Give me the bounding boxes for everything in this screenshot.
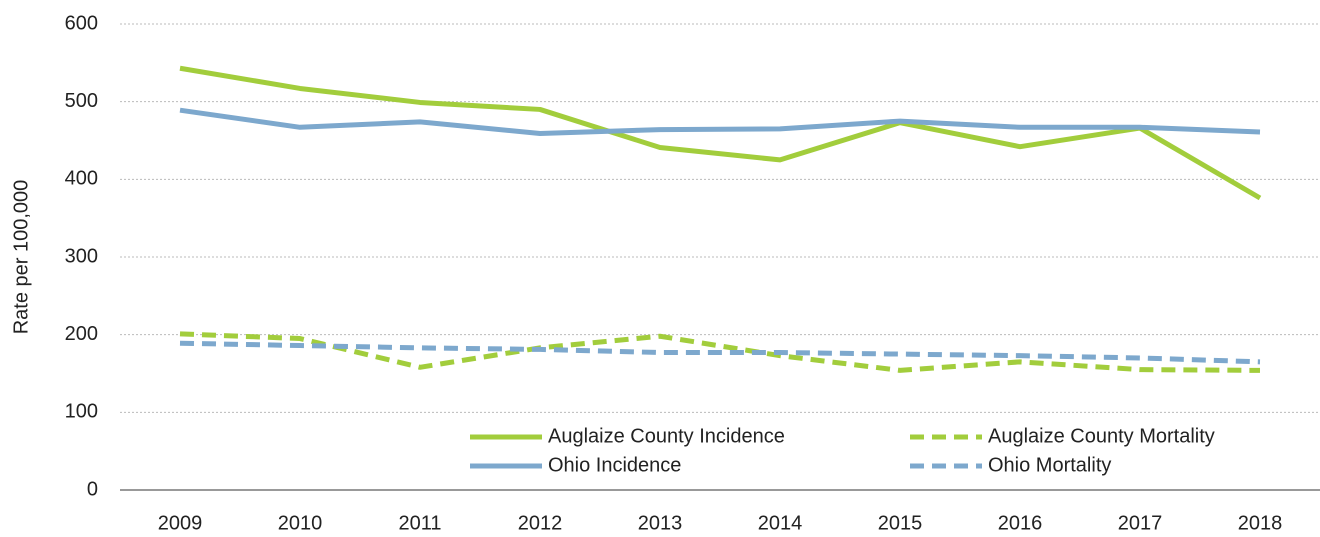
x-tick-label: 2018 bbox=[1238, 512, 1283, 534]
x-tick-label: 2015 bbox=[878, 512, 923, 534]
data-line bbox=[179, 331, 1261, 373]
x-tick-label: 2016 bbox=[998, 512, 1043, 534]
legend-label: Auglaize County Mortality bbox=[988, 425, 1215, 447]
y-tick-label: 600 bbox=[65, 12, 98, 34]
data-line bbox=[179, 340, 1261, 365]
y-tick-label: 400 bbox=[65, 168, 98, 190]
x-tick-label: 2017 bbox=[1118, 512, 1163, 534]
x-tick-label: 2014 bbox=[758, 512, 803, 534]
x-tick-label: 2009 bbox=[158, 512, 203, 534]
legend-label: Auglaize County Incidence bbox=[548, 425, 785, 447]
legend-label: Ohio Incidence bbox=[548, 454, 681, 476]
y-tick-label: 0 bbox=[87, 478, 98, 500]
data-line bbox=[179, 107, 1261, 137]
x-tick-label: 2011 bbox=[398, 512, 441, 534]
legend-label: Ohio Mortality bbox=[988, 454, 1111, 476]
y-tick-label: 500 bbox=[65, 90, 98, 112]
data-line bbox=[179, 65, 1262, 201]
y-tick-label: 100 bbox=[65, 401, 98, 423]
y-axis-label: Rate per 100,000 bbox=[10, 180, 32, 335]
y-tick-label: 300 bbox=[65, 245, 98, 267]
x-tick-label: 2012 bbox=[518, 512, 563, 534]
x-tick-label: 2013 bbox=[638, 512, 683, 534]
x-tick-label: 2010 bbox=[278, 512, 323, 534]
y-tick-label: 200 bbox=[65, 323, 98, 345]
